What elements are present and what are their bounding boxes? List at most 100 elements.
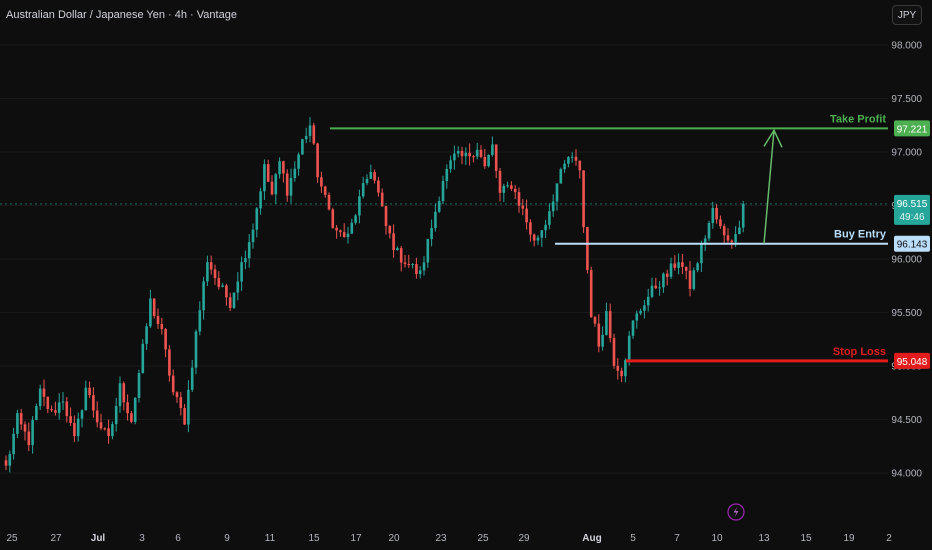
candle-body [624, 360, 627, 377]
candle-body [650, 285, 654, 297]
time-axis[interactable]: 25 27 Jul 3 6 9 11 15 17 20 23 25 29 Aug 5 7 10 13 15 19 2 [6, 533, 892, 544]
candle-body [365, 178, 369, 184]
y-tick-label: 97.000 [891, 148, 922, 159]
candle-body [16, 413, 19, 434]
candle-body [434, 211, 437, 229]
candle-body [187, 389, 190, 425]
x-tick-label: 11 [265, 533, 276, 544]
buy-entry-label: Buy Entry [834, 229, 887, 241]
candle-body [156, 316, 160, 325]
candle-body [149, 298, 152, 327]
buy-entry-price-text: 96.143 [897, 240, 928, 251]
candle-body [175, 392, 179, 398]
candle-body [145, 326, 148, 344]
candle-body [194, 331, 198, 368]
candle-body [707, 223, 711, 239]
candle-body [99, 422, 103, 429]
candle-body [738, 227, 741, 235]
candle-body [137, 373, 141, 398]
candle-body [4, 460, 8, 466]
candle-body [620, 370, 623, 377]
candle-body [61, 401, 65, 403]
candle-body [19, 413, 23, 425]
candle-body [259, 191, 262, 209]
candle-body [225, 285, 228, 298]
candle-body [513, 188, 517, 193]
candle-body [392, 233, 395, 251]
x-tick-label: 10 [711, 533, 723, 544]
candle-body [320, 177, 323, 187]
candle-body [726, 235, 730, 241]
candle-body [597, 323, 601, 347]
arrow-head [763, 128, 783, 148]
currency-button[interactable]: JPY [892, 5, 922, 25]
x-tick-label: Aug [582, 533, 601, 544]
candle-body [601, 334, 604, 347]
candle-body [510, 185, 513, 189]
candle-body [563, 163, 566, 170]
candle-body [297, 154, 300, 169]
candle-body [532, 234, 536, 241]
x-tick-label: Jul [91, 533, 106, 544]
candle-body [616, 365, 620, 371]
candle-body [76, 418, 80, 437]
candle-body [407, 264, 411, 266]
candle-body [213, 269, 217, 279]
candle-body [555, 183, 559, 202]
candle-body [631, 320, 635, 336]
candle-body [304, 135, 308, 140]
lightning-icon[interactable] [727, 503, 745, 521]
candle-body [171, 375, 175, 393]
candle-body [578, 160, 582, 171]
x-tick-label: 5 [630, 533, 636, 544]
candle-body [494, 144, 498, 171]
candle-body [327, 194, 331, 210]
candle-body [475, 149, 479, 157]
candle-body [426, 239, 430, 263]
candle-body [456, 150, 460, 154]
candle-body [548, 211, 551, 225]
candle-body [612, 337, 616, 366]
candle-body [700, 244, 703, 264]
x-tick-label: 25 [477, 533, 489, 544]
candle-body [263, 164, 266, 192]
x-tick-label: 15 [800, 533, 812, 544]
chart-title: Australian Dollar / Japanese Yen · 4h · … [6, 9, 237, 21]
candle-body [567, 157, 570, 164]
candle-body [734, 234, 737, 243]
grid-lines [0, 44, 888, 474]
candle-body [50, 409, 53, 411]
candle-body [12, 433, 15, 455]
candle-body [559, 169, 563, 184]
x-tick-label: 15 [308, 533, 320, 544]
candle-body [54, 410, 57, 413]
candle-body [422, 262, 426, 271]
arrow-shaft [763, 130, 775, 244]
y-tick-label: 95.500 [891, 308, 922, 319]
candle-body [570, 156, 574, 158]
candle-body [240, 262, 243, 282]
candle-body [65, 401, 69, 417]
candle-body [449, 160, 452, 169]
candle-body [384, 206, 388, 226]
candle-body [643, 305, 646, 311]
candle-body [711, 207, 715, 224]
candle-body [217, 278, 221, 287]
x-tick-label: 13 [758, 533, 770, 544]
last-price-text: 96.515 [897, 199, 928, 210]
candle-body [361, 183, 365, 197]
candle-body [551, 201, 555, 212]
last-price-tag [894, 194, 930, 225]
candle-body [312, 125, 316, 144]
candle-body [38, 388, 42, 407]
candle-body [103, 428, 107, 430]
candle-body [589, 269, 593, 318]
candle-body [206, 262, 209, 282]
candle-body [202, 281, 205, 311]
candlestick-series [4, 117, 745, 473]
trade-levels: Take Profit Buy Entry Stop Loss [330, 113, 888, 363]
candle-body [646, 296, 650, 306]
candle-body [684, 266, 688, 271]
candle-body [586, 227, 589, 270]
